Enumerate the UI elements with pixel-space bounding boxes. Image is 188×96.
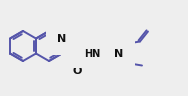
Text: N: N <box>114 48 124 58</box>
Text: O: O <box>72 67 82 77</box>
Text: N: N <box>57 34 67 43</box>
Text: HN: HN <box>84 48 100 58</box>
